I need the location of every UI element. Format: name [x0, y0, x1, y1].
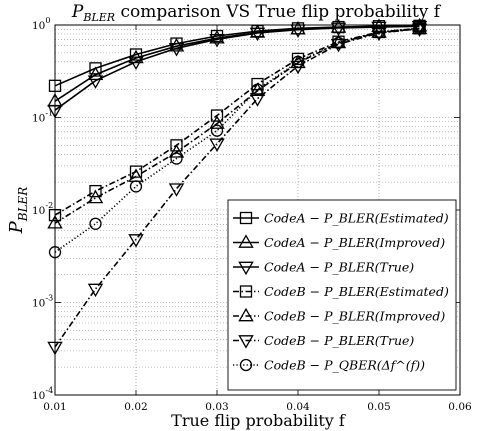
legend-entry: CodeA − P_BLER(True): [233, 260, 414, 276]
marker-square: [48, 79, 62, 92]
marker-triangle-down: [238, 261, 254, 276]
marker-square: [210, 109, 224, 122]
x-tick-label: 0.06: [448, 401, 472, 413]
marker-triangle-down: [47, 104, 63, 119]
y-tick-label: 10-4: [32, 386, 53, 402]
x-axis-label: True flip probability f: [171, 411, 346, 430]
marker-square: [251, 77, 264, 91]
marker-square: [291, 52, 305, 66]
series-7: [48, 22, 426, 259]
marker-square: [89, 184, 102, 198]
marker-circle: [89, 217, 102, 230]
series-line: [54, 28, 420, 224]
legend-label: CodeA − P_BLER(Estimated): [264, 211, 449, 226]
legend-entry: CodeA − P_BLER(Improved): [233, 234, 445, 250]
marker-triangle-down: [47, 341, 63, 356]
marker-triangle-down: [87, 75, 104, 89]
marker-circle: [372, 25, 386, 39]
axis-ticks: 0.01 0.02 0.03 0.04 0.05 0.06 10-4 10-3 10-2 10-1…: [32, 16, 472, 413]
marker-circle: [332, 36, 345, 50]
legend-box: [227, 199, 457, 391]
series-5: [47, 20, 428, 229]
marker-triangle-down: [87, 283, 104, 298]
legend-entry: CodeB − P_BLER(Estimated): [233, 284, 449, 299]
y-tick-label: 10-1: [32, 109, 53, 125]
marker-circle: [129, 180, 143, 193]
legend-entry: CodeB − P_BLER(True): [233, 333, 414, 349]
marker-triangle-up: [209, 30, 225, 44]
legend-entry: CodeA − P_BLER(Estimated): [233, 211, 449, 226]
x-tick-label: 0.05: [367, 401, 390, 413]
marker-triangle-up: [238, 234, 254, 248]
y-axis-label: PBLER: [6, 187, 30, 235]
marker-triangle-up: [209, 115, 225, 129]
marker-circle: [251, 83, 264, 96]
legend-label: CodeB − P_QBER(Δf^(f)): [264, 358, 425, 373]
marker-square: [129, 48, 143, 61]
marker-triangle-down: [371, 27, 387, 42]
marker-triangle-up: [87, 66, 104, 81]
marker-triangle-down: [290, 24, 306, 38]
marker-circle: [239, 358, 253, 372]
marker-circle: [413, 22, 426, 35]
series-1: [48, 19, 426, 92]
chart-title: PBLER comparison VS True flip probabilit…: [71, 2, 442, 24]
marker-triangle-up: [411, 18, 428, 32]
marker-triangle-down: [128, 234, 144, 248]
marker-circle: [291, 55, 305, 68]
series-line: [54, 27, 420, 216]
marker-square: [239, 211, 253, 225]
legend: CodeA − P_BLER(Estimated) CodeA − P_BLER(…: [227, 199, 457, 391]
legend-label: CodeB − P_BLER(Estimated): [264, 284, 449, 299]
marker-triangle-down: [168, 183, 185, 197]
marker-square: [48, 208, 62, 222]
series-2: [47, 18, 428, 107]
legend-label: CodeB − P_BLER(Improved): [264, 309, 445, 324]
marker-triangle-up: [330, 19, 347, 33]
legend-label: CodeA − P_BLER(Improved): [264, 235, 445, 250]
series-6: [47, 23, 428, 356]
marker-triangle-down: [249, 27, 266, 42]
marker-triangle-up: [47, 215, 63, 229]
marker-triangle-up: [87, 189, 104, 204]
x-tick-label: 0.03: [205, 401, 228, 413]
legend-entry: CodeB − P_QBER(Δf^(f)): [233, 358, 425, 373]
marker-square: [170, 139, 183, 152]
x-tick-label: 0.04: [286, 401, 310, 413]
series-line: [54, 27, 420, 253]
marker-triangle-down: [238, 335, 254, 349]
y-tick-label: 10-3: [32, 294, 53, 310]
marker-triangle-up: [290, 21, 306, 35]
marker-triangle-down: [411, 23, 428, 37]
marker-circle: [210, 124, 224, 137]
marker-triangle-up: [238, 307, 254, 322]
marker-triangle-down: [168, 42, 185, 57]
x-tick-label: 0.02: [124, 401, 147, 413]
marker-triangle-up: [168, 144, 185, 158]
marker-triangle-up: [168, 38, 185, 52]
marker-triangle-down: [209, 34, 225, 48]
marker-triangle-down: [209, 138, 225, 152]
legend-label: CodeB − P_BLER(True): [264, 333, 414, 348]
series-line: [54, 28, 420, 348]
legend-label: CodeA − P_BLER(True): [264, 260, 414, 275]
series-line: [54, 25, 420, 111]
marker-triangle-down: [128, 56, 144, 70]
x-tick-label: 0.01: [43, 401, 66, 413]
marker-triangle-down: [249, 93, 266, 107]
marker-square: [239, 285, 253, 298]
legend-entry: CodeB − P_BLER(Improved): [233, 307, 445, 324]
y-tick-label: 100: [32, 16, 50, 32]
marker-triangle-down: [330, 22, 347, 37]
marker-circle: [48, 246, 62, 259]
marker-circle: [170, 152, 183, 165]
marker-triangle-up: [249, 24, 266, 38]
y-tick-label: 10-2: [32, 201, 53, 217]
data-series: [47, 18, 428, 356]
